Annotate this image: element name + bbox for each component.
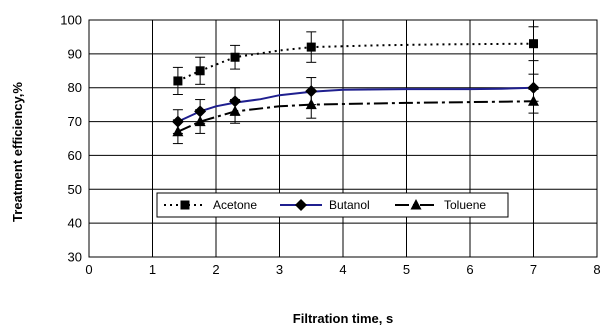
series-acetone [172,26,539,95]
legend-marker [410,199,422,210]
tick-labels: 0 1 2 3 4 5 6 7 8 30 40 50 60 70 80 90 100 [60,13,600,278]
legend-label: Acetone [213,198,257,212]
x-tick-label: 7 [530,262,537,277]
y-axis-title: Treatment efficiency,% [10,82,25,222]
data-point [527,81,540,94]
legend-marker [180,200,190,210]
legend: Acetone Butanol Toluene [156,192,509,218]
data-point [306,42,316,52]
legend-marker [295,199,307,211]
y-tick-label: 70 [68,114,82,129]
x-tick-label: 2 [212,262,219,277]
x-tick-label: 5 [403,262,410,277]
data-point [173,76,183,86]
data-point [229,105,241,116]
x-tick-label: 6 [466,262,473,277]
x-tick-label: 1 [149,262,156,277]
legend-box [156,192,509,218]
y-tick-label: 90 [68,46,82,61]
data-point [529,39,538,49]
data-point [195,66,205,76]
data-point [305,98,317,110]
y-tick-label: 30 [68,250,82,265]
series-line [177,86,534,123]
y-tick-label: 40 [68,216,82,231]
legend-label: Butanol [329,198,370,212]
legend-label: Toluene [444,198,486,212]
y-tick-label: 60 [68,148,82,163]
data-point [230,52,240,62]
series-line [177,100,534,133]
data-point [194,115,206,127]
plot-area-frame [88,19,598,258]
x-tick-label: 8 [593,262,600,277]
y-tick-label: 50 [68,182,82,197]
x-tick-label: 3 [276,262,283,277]
data-point [172,125,184,137]
gridlines [88,19,598,258]
x-tick-label: 4 [339,262,346,277]
series-layer [171,26,540,145]
y-tick-label: 100 [60,13,82,28]
data-point [528,95,539,106]
x-axis-title: Filtration time, s [293,311,393,326]
x-tick-label: 0 [85,262,92,277]
series-toluene [172,88,539,145]
series-line [177,42,534,82]
y-tick-label: 80 [68,80,82,95]
